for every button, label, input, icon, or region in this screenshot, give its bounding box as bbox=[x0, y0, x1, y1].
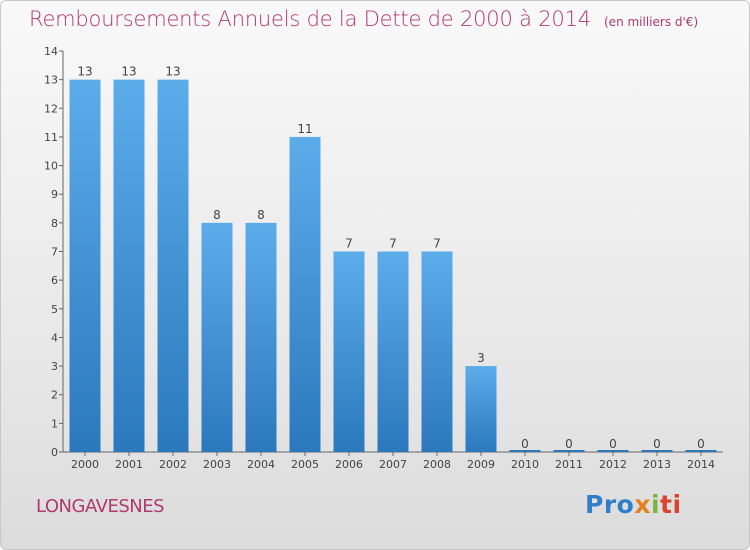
y-tick-label: 1 bbox=[51, 417, 58, 430]
x-tick-label-2002: 2002 bbox=[159, 458, 187, 471]
x-tick-label-2006: 2006 bbox=[335, 458, 363, 471]
bar-2009 bbox=[465, 366, 497, 452]
bar-2005 bbox=[289, 136, 321, 452]
bar-2002 bbox=[157, 79, 189, 453]
value-label-2007: 7 bbox=[389, 237, 397, 251]
value-label-2001: 13 bbox=[121, 65, 136, 79]
y-tick-label: 14 bbox=[44, 45, 58, 58]
y-tick-label: 9 bbox=[51, 188, 58, 201]
y-tick-label: 2 bbox=[51, 389, 58, 402]
bar-2003 bbox=[201, 222, 233, 452]
x-tick-label-2007: 2007 bbox=[379, 458, 407, 471]
value-label-2011: 0 bbox=[565, 437, 573, 451]
y-tick-label: 11 bbox=[44, 131, 58, 144]
value-label-2008: 7 bbox=[433, 237, 441, 251]
y-tick-label: 5 bbox=[51, 303, 58, 316]
value-label-2012: 0 bbox=[609, 437, 617, 451]
y-tick-label: 6 bbox=[51, 274, 58, 287]
y-tick-label: 3 bbox=[51, 360, 58, 373]
x-tick-label-2008: 2008 bbox=[423, 458, 451, 471]
x-tick-label-2000: 2000 bbox=[71, 458, 99, 471]
value-label-2009: 3 bbox=[477, 351, 485, 365]
value-label-2002: 13 bbox=[165, 65, 180, 79]
y-tick-label: 4 bbox=[51, 331, 58, 344]
bar-2006 bbox=[333, 251, 365, 452]
bar-2004 bbox=[245, 222, 277, 452]
title-unit: (en milliers d'€) bbox=[604, 15, 699, 29]
y-tick-label: 12 bbox=[44, 102, 58, 115]
value-label-2006: 7 bbox=[345, 237, 353, 251]
y-tick-label: 0 bbox=[51, 446, 58, 459]
x-tick-label-2012: 2012 bbox=[599, 458, 627, 471]
value-label-2003: 8 bbox=[213, 208, 221, 222]
bar-2008 bbox=[421, 251, 453, 452]
x-tick-label-2014: 2014 bbox=[687, 458, 715, 471]
x-tick-label-2011: 2011 bbox=[555, 458, 583, 471]
x-tick-label-2010: 2010 bbox=[511, 458, 539, 471]
value-label-2013: 0 bbox=[653, 437, 661, 451]
value-label-2000: 13 bbox=[77, 65, 92, 79]
commune-name: LONGAVESNES bbox=[36, 496, 165, 517]
x-tick-label-2009: 2009 bbox=[467, 458, 495, 471]
chart-title: Remboursements Annuels de la Dette de 20… bbox=[29, 7, 698, 31]
y-tick-label: 8 bbox=[51, 217, 58, 230]
y-tick-label: 7 bbox=[51, 246, 58, 259]
value-label-2010: 0 bbox=[521, 437, 529, 451]
bar-2007 bbox=[377, 251, 409, 452]
x-tick-label-2013: 2013 bbox=[643, 458, 671, 471]
proxiti-logo[interactable]: Proxiti bbox=[585, 490, 682, 519]
x-tick-label-2003: 2003 bbox=[203, 458, 231, 471]
bar-2000 bbox=[69, 79, 101, 453]
bar-2001 bbox=[113, 79, 145, 453]
title-text: Remboursements Annuels de la Dette de 20… bbox=[29, 7, 591, 31]
y-tick-label: 13 bbox=[44, 74, 58, 87]
value-label-2014: 0 bbox=[697, 437, 705, 451]
value-label-2005: 11 bbox=[297, 122, 312, 136]
x-tick-label-2004: 2004 bbox=[247, 458, 275, 471]
x-tick-label-2005: 2005 bbox=[291, 458, 319, 471]
x-tick-label-2001: 2001 bbox=[115, 458, 143, 471]
value-label-2004: 8 bbox=[257, 208, 265, 222]
y-tick-label: 10 bbox=[44, 160, 58, 173]
